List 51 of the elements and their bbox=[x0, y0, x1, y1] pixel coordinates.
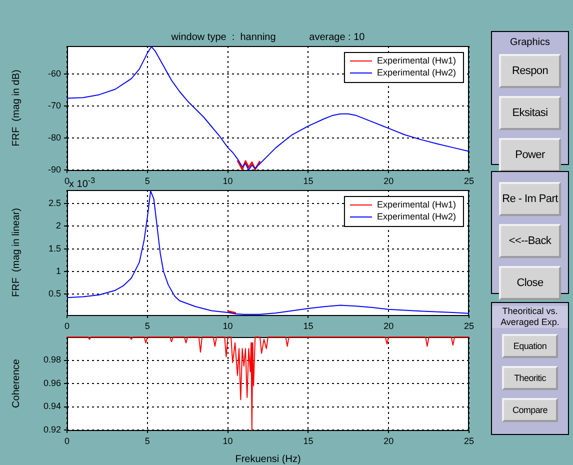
y-tick-label: -80 bbox=[48, 132, 61, 142]
text: Eksitasi bbox=[499, 96, 561, 130]
x-tick-label: 15 bbox=[303, 436, 314, 446]
x-tick-label: 5 bbox=[144, 436, 150, 446]
y-tick-label: 1 bbox=[56, 266, 61, 276]
text: Graphics bbox=[508, 37, 551, 48]
text: Theoritic bbox=[502, 366, 558, 390]
x-tick-label: 0 bbox=[64, 436, 70, 446]
text: Re - Im Part bbox=[499, 182, 561, 216]
text: Close bbox=[499, 266, 561, 300]
y-tick-label: 2.5 bbox=[48, 198, 61, 208]
x-tick-label: 20 bbox=[384, 320, 394, 331]
x-tick-label: 0 bbox=[64, 176, 70, 186]
text: Respon bbox=[499, 54, 561, 88]
chart-title: window type : hanning average : 10 bbox=[170, 32, 366, 43]
y-tick-label: 0.5 bbox=[48, 288, 61, 298]
legend-label: Experimental (Hw2) bbox=[376, 67, 456, 78]
x-tick-label: 0 bbox=[64, 320, 70, 331]
y-tick-label: -70 bbox=[48, 100, 61, 110]
y-tick-label: -90 bbox=[48, 164, 61, 174]
y-axis-title: Coherence bbox=[10, 358, 22, 408]
legend-label: Experimental (Hw1) bbox=[376, 199, 456, 210]
text: Power bbox=[499, 138, 561, 172]
text: Theoritical vs. Averaged Exp. bbox=[492, 306, 568, 328]
text: Equation bbox=[502, 334, 558, 358]
y-axis-title: FRF (mag in dB) bbox=[10, 70, 22, 146]
x-tick-label: 25 bbox=[464, 320, 474, 331]
x-tick-label: 15 bbox=[303, 320, 314, 331]
y-tick-label: 0.96 bbox=[43, 378, 61, 388]
x-tick-label: 25 bbox=[464, 436, 474, 446]
text: <<--Back bbox=[499, 224, 561, 258]
y-tick-label: 0.98 bbox=[43, 354, 61, 365]
x-tick-label: 5 bbox=[144, 320, 150, 331]
y-tick-label: 2 bbox=[56, 220, 61, 231]
x-tick-label: 15 bbox=[303, 176, 314, 186]
x-tick-label: 10 bbox=[222, 436, 233, 446]
x-tick-label: 10 bbox=[222, 320, 233, 331]
x-tick-label: 10 bbox=[222, 176, 233, 186]
x-tick-label: 25 bbox=[464, 176, 474, 186]
y-tick-label: 0.92 bbox=[43, 424, 61, 434]
legend-label: Experimental (Hw1) bbox=[376, 55, 456, 66]
legend-label: Experimental (Hw2) bbox=[376, 211, 456, 222]
y-tick-label: 1.5 bbox=[48, 243, 61, 254]
y-tick-label: -60 bbox=[48, 68, 61, 78]
y-tick-label: 0.94 bbox=[43, 401, 61, 412]
text: Compare bbox=[502, 398, 558, 422]
x-tick-label: 20 bbox=[384, 436, 394, 446]
x-tick-label: 5 bbox=[144, 176, 150, 186]
y-axis-title: FRF (mag in linear) bbox=[10, 208, 22, 297]
x-tick-label: 20 bbox=[384, 176, 394, 186]
x-axis-title: Frekuensi (Hz) bbox=[235, 454, 301, 465]
